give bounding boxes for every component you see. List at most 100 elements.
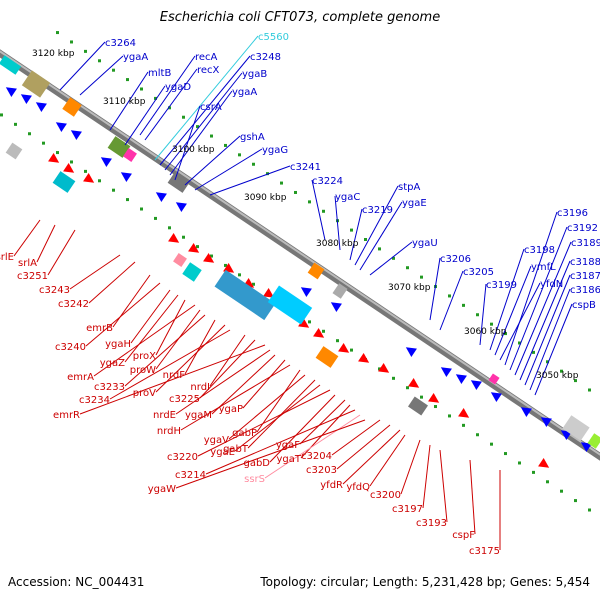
label-leader-line — [534, 303, 573, 396]
gene-label[interactable]: nrdI — [190, 382, 210, 393]
gene-label[interactable]: c3175 — [469, 546, 500, 557]
gene-label[interactable]: ymfL — [531, 262, 556, 273]
position-label: 3090 kbp — [244, 193, 287, 203]
label-leader-line — [59, 41, 106, 91]
gene-label[interactable]: emrB — [86, 323, 113, 334]
gene-label[interactable]: yfdR — [320, 480, 343, 491]
gc-tick — [280, 181, 283, 185]
gene-label[interactable]: ygaG — [262, 145, 288, 156]
gc-tick — [518, 341, 521, 345]
gene-label[interactable]: yfdQ — [346, 482, 370, 493]
gene-label[interactable]: ygaU — [412, 238, 438, 249]
gc-tick — [140, 87, 143, 91]
gene-label[interactable]: yfdN — [540, 279, 563, 290]
feature-block — [307, 262, 325, 280]
gene-label[interactable]: ygaW — [148, 484, 176, 495]
label-leader-line — [242, 359, 286, 409]
gene-label[interactable]: stpA — [398, 182, 420, 193]
gene-label[interactable]: ygaC — [335, 192, 360, 203]
gene-label[interactable]: gabD — [243, 458, 270, 469]
label-leader-line — [349, 208, 363, 261]
gene-label[interactable]: ygaH — [105, 339, 131, 350]
gene-label[interactable]: c3264 — [105, 38, 136, 49]
gene-label[interactable]: ssrS — [244, 474, 265, 485]
gene-label[interactable]: emrR — [53, 410, 80, 421]
gene-label[interactable]: c3243 — [39, 285, 70, 296]
gene-label[interactable]: ygaB — [242, 69, 267, 80]
gene-label[interactable]: ygaF — [276, 440, 300, 451]
gene-label[interactable]: c3204 — [301, 451, 332, 462]
position-label: 3100 kbp — [172, 145, 215, 155]
gene-label[interactable]: c3225 — [169, 394, 200, 405]
gene-label[interactable]: c3220 — [167, 452, 198, 463]
gene-label[interactable]: ygaA — [123, 52, 148, 63]
gene-label[interactable]: c3206 — [440, 254, 471, 265]
gene-label[interactable]: recX — [197, 65, 220, 76]
gene-label[interactable]: cspB — [572, 300, 596, 311]
gene-label[interactable]: emrA — [67, 372, 94, 383]
gene-label[interactable]: ygaT — [276, 454, 301, 465]
gene-label[interactable]: nrdE — [153, 410, 176, 421]
gene-label[interactable]: mltB — [148, 68, 171, 79]
gene-label[interactable]: nrdF — [163, 370, 186, 381]
gene-label[interactable]: ygaP — [219, 404, 243, 415]
gene-label[interactable]: gshA — [240, 132, 265, 143]
gene-label[interactable]: proV — [133, 388, 156, 399]
gene-label[interactable]: c3197 — [392, 504, 423, 515]
gene-label[interactable]: nrdH — [157, 426, 181, 437]
gene-label[interactable]: gabP — [232, 428, 257, 439]
gene-label[interactable]: c3219 — [362, 205, 393, 216]
gene-label[interactable]: csrA — [200, 102, 222, 113]
gene-label[interactable]: c3192 — [567, 223, 598, 234]
label-leader-line — [354, 185, 399, 266]
gene-label[interactable]: c3189 — [571, 238, 600, 249]
reverse-gene-arrow — [175, 202, 187, 212]
gene-label[interactable]: c3196 — [557, 208, 588, 219]
genome-backbone — [0, 49, 600, 461]
gene-label[interactable]: recA — [195, 52, 218, 63]
gc-tick — [308, 200, 311, 204]
gene-label[interactable]: c3198 — [524, 245, 555, 256]
gene-label[interactable]: c3251 — [17, 271, 48, 282]
gene-label[interactable]: c3224 — [312, 176, 343, 187]
reverse-gene-arrow — [490, 392, 502, 402]
gene-label[interactable]: c3214 — [175, 470, 206, 481]
reverse-gene-arrow — [55, 122, 67, 132]
gc-tick — [126, 78, 129, 82]
gene-label[interactable]: c3234 — [79, 395, 110, 406]
label-leader-line — [209, 165, 291, 196]
gene-label[interactable]: c3199 — [486, 280, 517, 291]
gene-label[interactable]: c3242 — [58, 299, 89, 310]
gene-label[interactable]: ygaM — [185, 410, 212, 421]
gc-tick — [448, 294, 451, 298]
gene-label[interactable]: c3188 — [570, 257, 600, 268]
gene-label[interactable]: c3186 — [570, 285, 600, 296]
gc-tick — [420, 275, 423, 279]
gene-label[interactable]: c3240 — [55, 342, 86, 353]
gene-label[interactable]: c3205 — [463, 267, 494, 278]
gene-label[interactable]: c3193 — [416, 518, 447, 529]
gene-label[interactable]: c3248 — [250, 52, 281, 63]
gene-label[interactable]: ygaA — [232, 87, 257, 98]
gene-label[interactable]: proW — [130, 365, 156, 376]
gene-label[interactable]: c3187 — [570, 271, 600, 282]
gene-label[interactable]: c3241 — [290, 162, 321, 173]
gene-label[interactable]: c5560 — [258, 32, 289, 43]
gene-label[interactable]: proX — [133, 351, 156, 362]
gene-label[interactable]: ygaV — [204, 435, 229, 446]
gene-label[interactable]: ygaD — [165, 82, 191, 93]
gene-label[interactable]: ygaE — [210, 447, 235, 458]
gc-tick — [588, 508, 591, 512]
gene-label[interactable]: ygaZ — [100, 358, 125, 369]
gene-label[interactable]: cspF — [452, 530, 475, 541]
gc-tick — [196, 245, 199, 249]
gene-label[interactable]: ygaE — [402, 198, 427, 209]
gene-label[interactable]: c3200 — [370, 490, 401, 501]
gene-label[interactable]: c3233 — [94, 382, 125, 393]
label-leader-line — [112, 274, 151, 328]
gene-label[interactable]: srlE — [0, 252, 14, 263]
gene-label[interactable]: srlA — [18, 258, 37, 269]
gene-label[interactable]: gabT — [223, 444, 249, 455]
gene-label[interactable]: c3203 — [306, 465, 337, 476]
label-leader-line — [209, 334, 246, 387]
